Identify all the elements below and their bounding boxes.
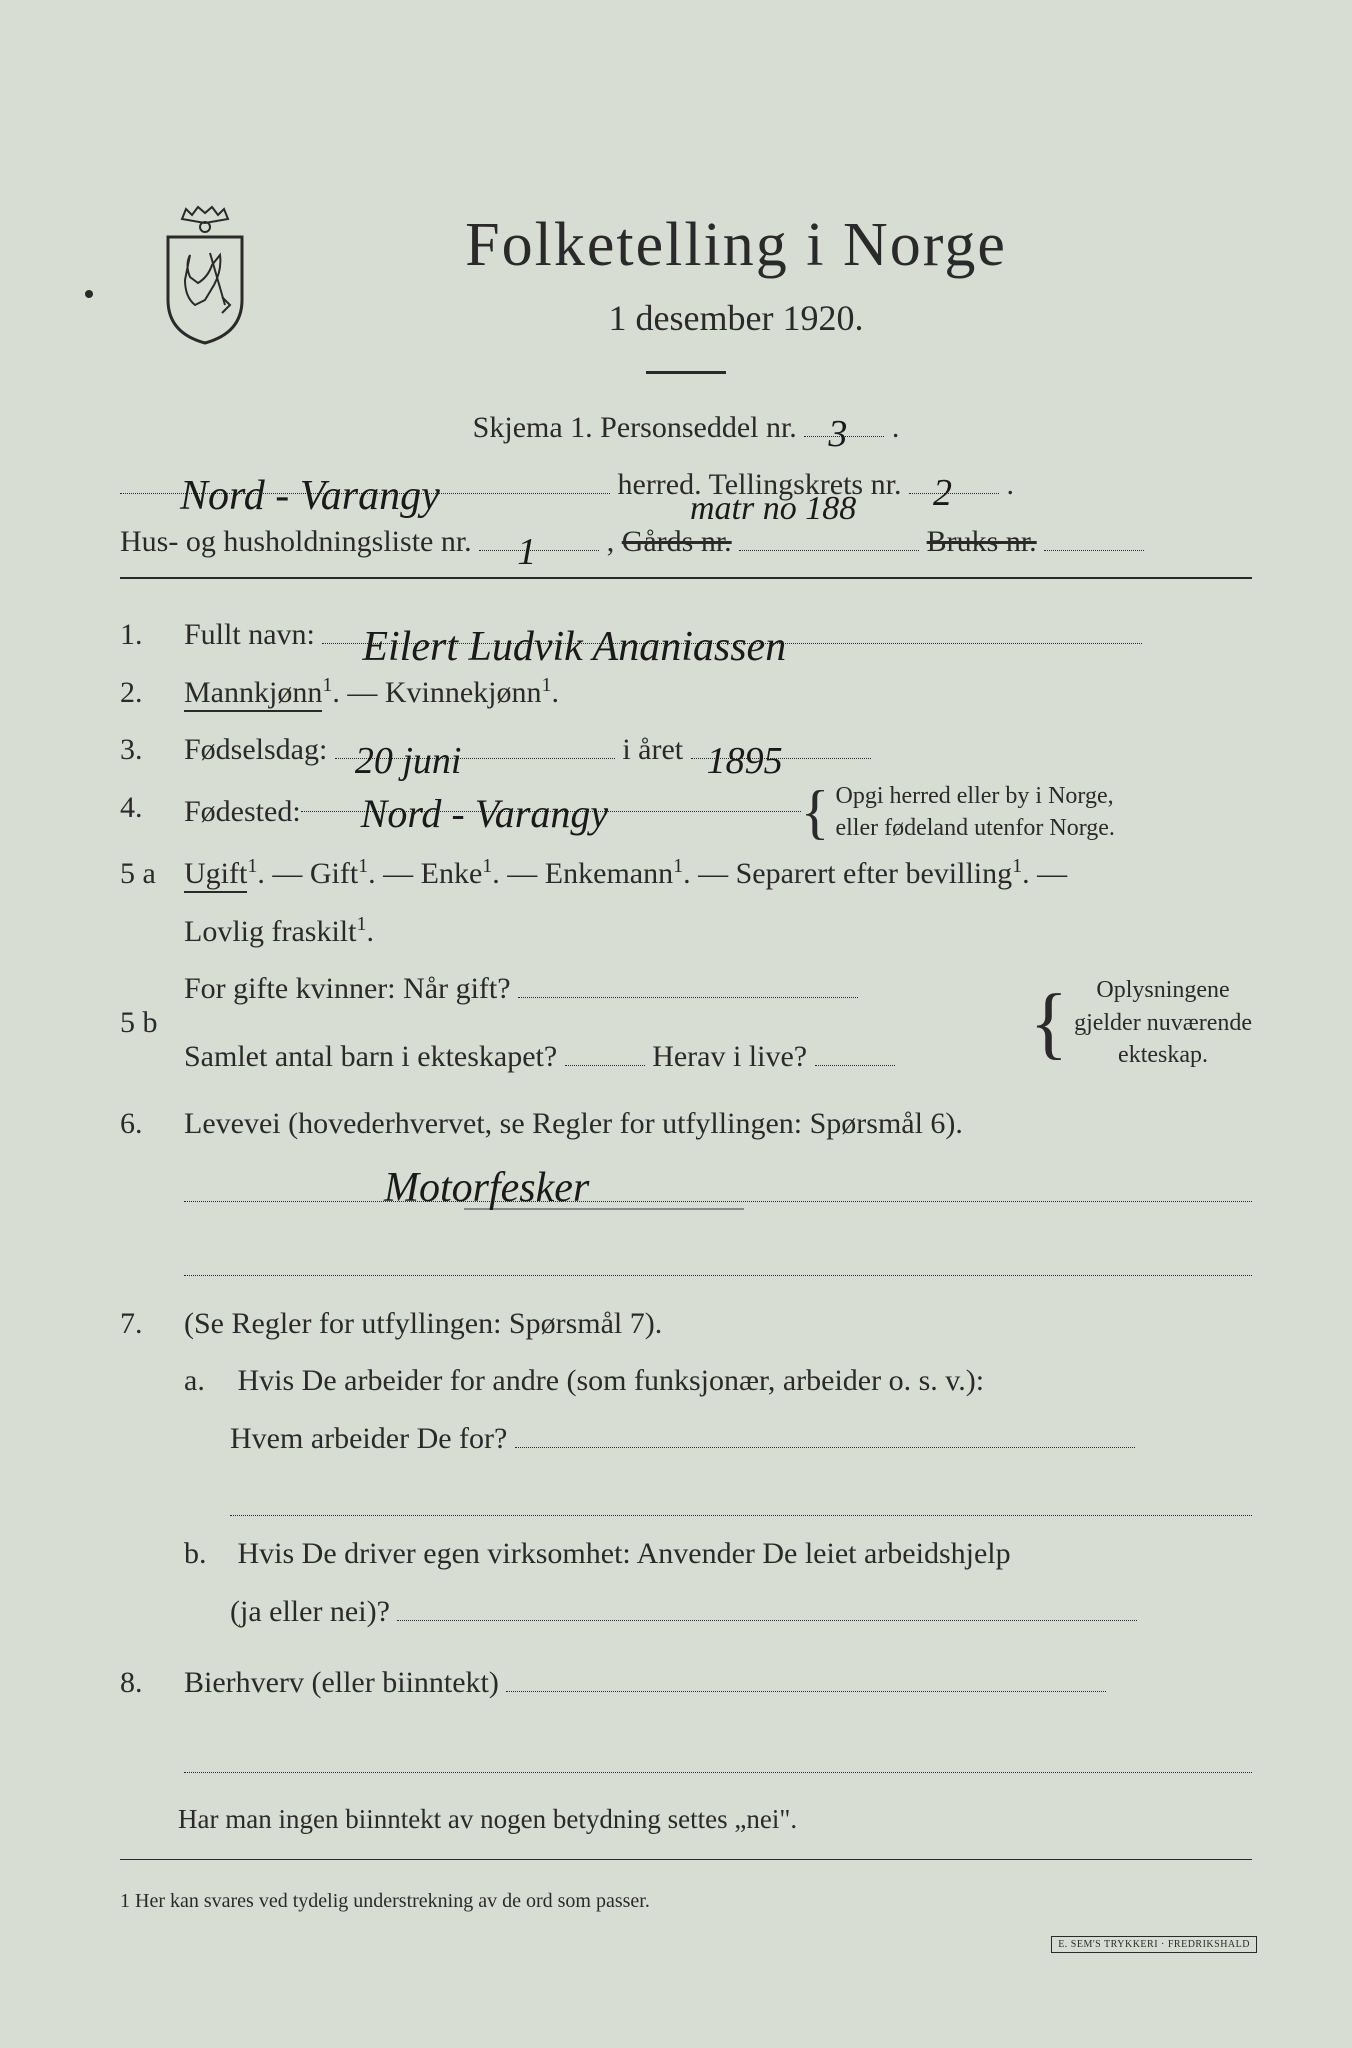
q7a-blank <box>120 1468 1252 1516</box>
q7a-row: a. Hvis De arbeider for andre (som funks… <box>120 1353 1252 1409</box>
printer-mark: E. SEM'S TRYKKERI · FREDRIKSHALD <box>1051 1936 1257 1953</box>
q3-num: 3. <box>120 722 184 778</box>
q5a-lovlig: Lovlig fraskilt <box>184 915 356 948</box>
q3-row: 3. Fødselsdag: 20 juni i året 1895 <box>120 722 1252 778</box>
q5a-gift: Gift <box>310 857 358 890</box>
q7b-row: b. Hvis De driver egen virksomhet: Anven… <box>120 1526 1252 1582</box>
q2-num: 2. <box>120 665 184 721</box>
q1-num: 1. <box>120 607 184 663</box>
q1-row: 1. Fullt navn: Eilert Ludvik Ananiassen <box>120 607 1252 663</box>
q2-kvinne: Kvinnekjønn <box>385 676 542 709</box>
q6-value: Motorfesker <box>384 1150 589 1228</box>
skjema-label: Skjema 1. Personseddel nr. <box>473 411 797 444</box>
q7a-text1: Hvis De arbeider for andre (som funksjon… <box>238 1364 985 1397</box>
q3-year-label: i året <box>622 733 683 766</box>
q5b-label3: Herav i live? <box>652 1040 807 1073</box>
q8-num: 8. <box>120 1655 184 1711</box>
q7b-text1: Hvis De driver egen virksomhet: Anvender… <box>238 1537 1011 1570</box>
q7-num: 7. <box>120 1296 184 1352</box>
q4-note: Opgi herred eller by i Norge, eller føde… <box>835 780 1114 845</box>
brace-icon: { <box>1030 983 1068 1063</box>
matr-annotation: matr no 188 <box>690 480 856 538</box>
q5a-row2: Lovlig fraskilt1. <box>120 904 1252 960</box>
bruks-label: Bruks nr. <box>927 525 1037 558</box>
q7b-text2: (ja eller nei)? <box>230 1595 390 1628</box>
hus-label: Hus- og husholdningsliste nr. <box>120 525 472 558</box>
period: . <box>892 411 900 444</box>
skjema-line: Skjema 1. Personseddel nr. 3 . <box>120 402 1252 453</box>
q5a-ugift: Ugift <box>184 857 247 893</box>
census-form-page: Folketelling i Norge 1 desember 1920. Sk… <box>0 0 1352 2048</box>
norway-coat-of-arms-icon <box>150 205 260 345</box>
q5b-num: 5 b <box>120 995 184 1051</box>
personseddel-nr: 3 <box>828 402 847 467</box>
q6-num: 6. <box>120 1096 184 1152</box>
q6-answer: Motorfesker <box>120 1154 1252 1276</box>
q3-label: Fødselsdag: <box>184 733 327 766</box>
q5a-separert: Separert efter bevilling <box>736 857 1013 890</box>
q4-label: Fødested: <box>184 784 301 840</box>
q7-label: (Se Regler for utfyllingen: Spørsmål 7). <box>184 1307 662 1340</box>
form-title: Folketelling i Norge <box>220 210 1252 281</box>
q2-mann: Mannkjønn <box>184 676 322 712</box>
q7a-row2: Hvem arbeider De for? <box>120 1411 1252 1467</box>
q8-row: 8. Bierhverv (eller biinntekt) <box>120 1655 1252 1711</box>
q1-label: Fullt navn: <box>184 618 315 651</box>
ink-dot <box>85 290 93 298</box>
q6-row: 6. Levevei (hovederhvervet, se Regler fo… <box>120 1096 1252 1152</box>
q4-value: Nord - Varangy <box>361 777 608 851</box>
q6-label: Levevei (hovederhvervet, se Regler for u… <box>184 1107 963 1140</box>
q5b-label2: Samlet antal barn i ekteskapet? <box>184 1040 557 1073</box>
q4-num: 4. <box>120 780 184 845</box>
q5a-enkemann: Enkemann <box>545 857 673 890</box>
q5a-enke: Enke <box>421 857 483 890</box>
hus-nr: 1 <box>517 520 536 585</box>
header-divider <box>120 577 1252 579</box>
q5b-note: Oplysningene gjelder nuværende ekteskap. <box>1074 974 1252 1071</box>
form-subtitle: 1 desember 1920. <box>220 297 1252 339</box>
q7-row: 7. (Se Regler for utfyllingen: Spørsmål … <box>120 1296 1252 1352</box>
footnote-divider <box>120 1859 1252 1860</box>
q8-blank <box>120 1713 1252 1773</box>
brace-icon: { <box>801 782 830 842</box>
q7a-label: a. <box>184 1353 230 1409</box>
footnote: 1 Her kan svares ved tydelig understrekn… <box>120 1890 1252 1913</box>
q5b-label1: For gifte kvinner: Når gift? <box>184 972 511 1005</box>
q7b-label: b. <box>184 1526 230 1582</box>
q2-row: 2. Mannkjønn1. — Kvinnekjønn1. <box>120 665 1252 721</box>
q8-label: Bierhverv (eller biinntekt) <box>184 1666 499 1699</box>
q7a-text2: Hvem arbeider De for? <box>230 1422 507 1455</box>
q4-row: 4. Fødested: Nord - Varangy { Opgi herre… <box>120 780 1252 845</box>
herred-line: Nord - Varangy herred. Tellingskrets nr.… <box>120 459 1252 510</box>
title-divider <box>646 371 726 374</box>
q5b-row: 5 b For gifte kvinner: Når gift? Samlet … <box>120 961 1252 1084</box>
footer-note: Har man ingen biinntekt av nogen betydni… <box>178 1797 1252 1843</box>
hus-line: Hus- og husholdningsliste nr. 1 , Gårds … <box>120 516 1252 567</box>
q5a-num: 5 a <box>120 846 184 902</box>
q7b-row2: (ja eller nei)? <box>120 1584 1252 1640</box>
q5a-row: 5 a Ugift1. — Gift1. — Enke1. — Enkemann… <box>120 846 1252 902</box>
